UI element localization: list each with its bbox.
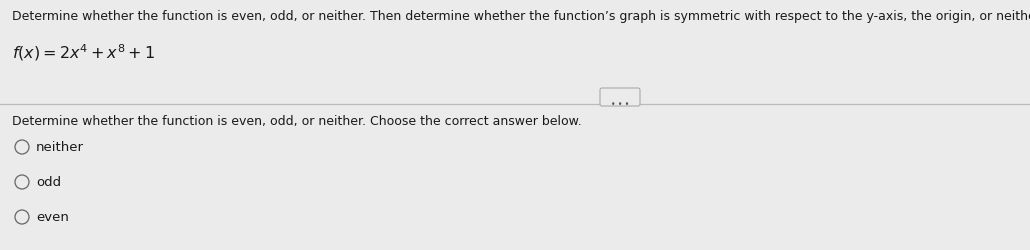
Text: even: even bbox=[36, 211, 69, 224]
Text: Determine whether the function is even, odd, or neither. Then determine whether : Determine whether the function is even, … bbox=[12, 10, 1030, 23]
Circle shape bbox=[15, 210, 29, 224]
Text: • • •: • • • bbox=[611, 100, 629, 109]
Text: $f(x) = 2x^4 + x^8 + 1$: $f(x) = 2x^4 + x^8 + 1$ bbox=[12, 42, 154, 62]
Circle shape bbox=[15, 140, 29, 154]
Text: Determine whether the function is even, odd, or neither. Choose the correct answ: Determine whether the function is even, … bbox=[12, 114, 582, 128]
Text: neither: neither bbox=[36, 141, 84, 154]
FancyBboxPatch shape bbox=[600, 89, 640, 106]
Circle shape bbox=[15, 175, 29, 189]
Text: odd: odd bbox=[36, 176, 61, 189]
